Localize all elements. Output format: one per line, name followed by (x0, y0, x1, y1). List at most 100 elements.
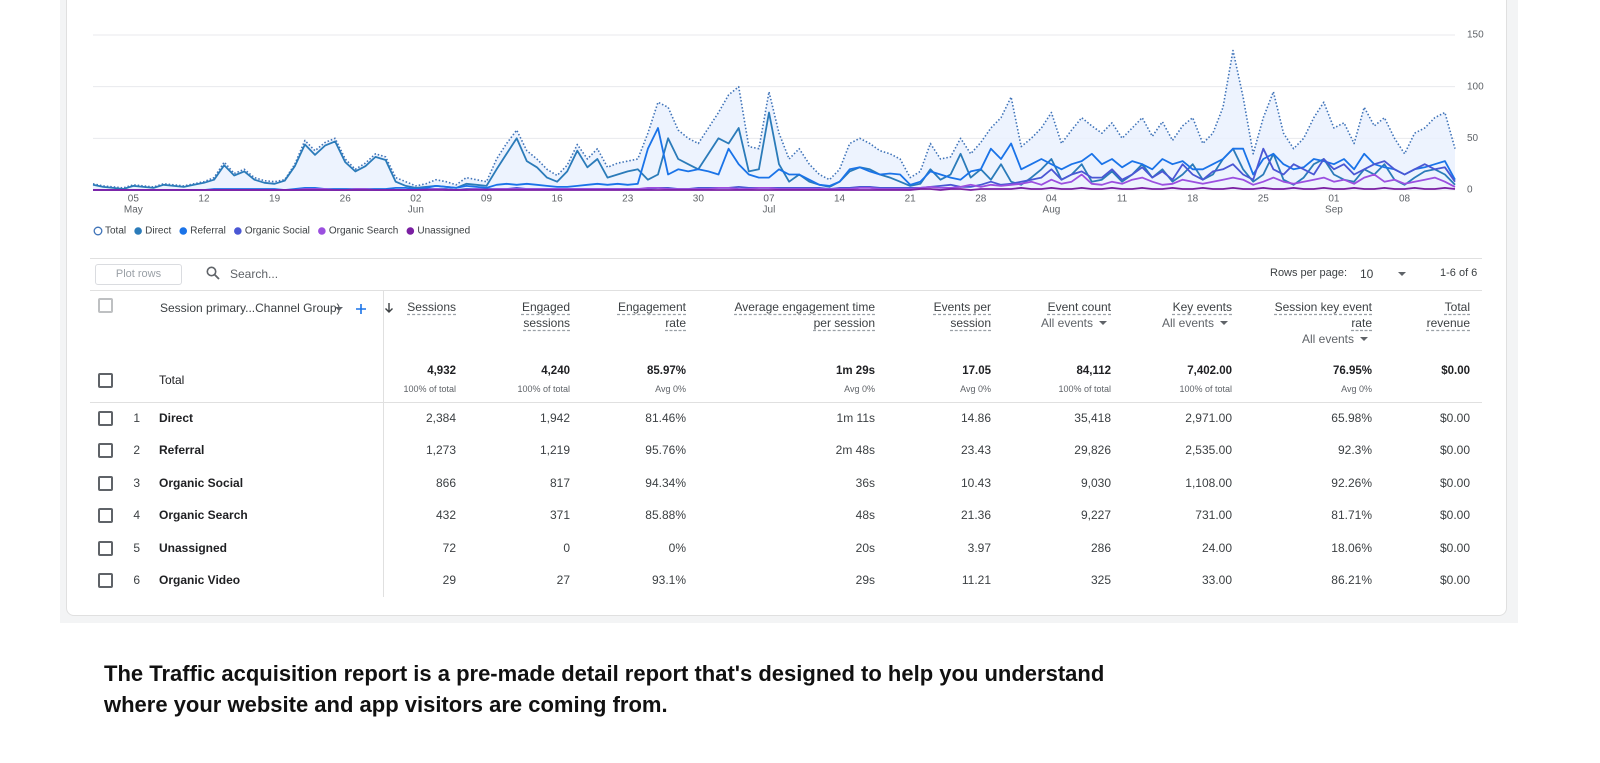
checkbox[interactable] (98, 298, 113, 313)
rows-per-page-select[interactable]: 10 (1360, 267, 1374, 281)
total-label: Total (159, 373, 185, 387)
row-rank: 1 (133, 411, 140, 425)
row-rank: 5 (133, 540, 140, 555)
row-divider (90, 402, 1482, 403)
report-card (66, 0, 1507, 616)
legend-marker (318, 227, 326, 235)
x-tick-label: 18 (1187, 194, 1199, 205)
row-channel[interactable]: Referral (159, 443, 205, 458)
legend-marker (93, 226, 103, 236)
add-dimension[interactable] (355, 302, 367, 314)
column-metric-select[interactable]: All events (1272, 331, 1372, 347)
column-metric-select[interactable]: All events (1142, 315, 1232, 331)
y-tick-label: 150 (1467, 30, 1484, 41)
dimension-dropdown[interactable] (335, 307, 343, 311)
cell-value: 65.98% (1331, 411, 1372, 425)
rows-per-page-dropdown[interactable] (1398, 272, 1406, 276)
column-label[interactable]: Sessions (407, 300, 456, 314)
dimension-header[interactable]: Session primary...Channel Group) (160, 301, 341, 315)
row-channel[interactable]: Unassigned (159, 540, 228, 555)
row-channel[interactable]: Direct (159, 411, 194, 425)
x-tick-label: 16 (552, 194, 564, 205)
x-tick-label: 25 (1258, 194, 1270, 205)
total-value: 17.05 (962, 365, 991, 377)
x-tick-label: 08 (1399, 194, 1411, 205)
checkbox[interactable] (98, 411, 113, 426)
legend-label: Direct (145, 226, 171, 237)
column-label[interactable]: Events per session (933, 300, 991, 330)
dimension-divider (383, 290, 384, 597)
y-tick-label: 50 (1467, 133, 1479, 144)
column-header[interactable]: Engagement rate (606, 299, 686, 331)
column-label[interactable]: Event count (1047, 300, 1111, 314)
column-header[interactable]: Total revenue (1425, 299, 1470, 331)
column-header[interactable]: Events per session (931, 299, 991, 331)
cell-value: 29,826 (1074, 443, 1111, 458)
total-note: 100% of total (517, 384, 570, 394)
row-channel[interactable]: Organic Video (159, 573, 241, 587)
cell-value: 2,971.00 (1185, 411, 1232, 425)
plot-rows-button[interactable]: Plot rows (95, 264, 182, 285)
column-metric-select[interactable]: All events (1021, 315, 1111, 331)
y-tick-label: 0 (1467, 185, 1473, 196)
checkbox[interactable] (98, 373, 113, 388)
x-month-label: Aug (1043, 205, 1061, 216)
row-channel[interactable]: Organic Search (159, 508, 248, 523)
x-month-label: May (124, 205, 143, 216)
header-divider (90, 290, 1482, 291)
x-tick-label: 23 (622, 194, 634, 205)
cell-value: 35,418 (1074, 411, 1111, 425)
checkbox[interactable] (98, 573, 113, 588)
column-label[interactable]: Key events (1172, 300, 1232, 314)
column-label[interactable]: Average engagement time per session (734, 300, 875, 330)
cell-value: 92.3% (1337, 443, 1372, 458)
total-note: 100% of total (403, 384, 456, 394)
y-tick-label: 100 (1467, 81, 1484, 92)
row-channel[interactable]: Organic Social (159, 475, 244, 490)
cell-value: 72 (442, 540, 456, 555)
toolbar-divider (90, 258, 1482, 259)
cell-value: 0 (563, 540, 570, 555)
cell-value: 94.34% (645, 475, 686, 490)
cell-value: 23.43 (960, 443, 991, 458)
x-tick-label: 19 (269, 194, 281, 205)
column-header[interactable]: Key events All events (1142, 299, 1232, 331)
legend-label: Unassigned (417, 226, 470, 237)
cell-value: 81.46% (645, 411, 686, 425)
cell-value: $0.00 (1439, 540, 1470, 555)
total-note: 100% of total (1179, 384, 1232, 394)
cell-value: 24.00 (1201, 540, 1232, 555)
cell-value: 86.21% (1331, 573, 1372, 587)
column-label[interactable]: Engagement rate (617, 300, 686, 330)
total-value: 84,112 (1076, 365, 1111, 377)
column-label[interactable]: Engaged sessions (521, 300, 570, 330)
column-header[interactable]: Sessions (386, 299, 456, 315)
search-input[interactable]: Search... (230, 267, 279, 281)
column-label[interactable]: Total revenue (1426, 300, 1470, 330)
checkbox[interactable] (98, 443, 113, 459)
checkbox[interactable] (98, 475, 113, 491)
cell-value: 95.76% (645, 443, 686, 458)
cell-value: 1m 11s (836, 411, 875, 425)
sort-icon (384, 301, 394, 313)
column-header[interactable]: Average engagement time per session (715, 299, 875, 331)
checkbox[interactable] (98, 508, 113, 524)
x-tick-label: 07 (763, 194, 775, 205)
x-tick-label: 12 (198, 194, 210, 205)
column-label[interactable]: Session key event rate (1274, 300, 1372, 330)
cell-value: 33.00 (1201, 573, 1232, 587)
cell-value: 731.00 (1195, 508, 1232, 523)
x-tick-label: 02 (410, 194, 422, 205)
column-header[interactable]: Event count All events (1021, 299, 1111, 331)
cell-value: 11.21 (961, 573, 991, 587)
checkbox[interactable] (98, 540, 113, 556)
x-tick-label: 30 (693, 194, 705, 205)
legend-marker (234, 227, 242, 235)
cell-value: 29 (442, 573, 456, 587)
column-header[interactable]: Session key event rate All events (1272, 299, 1372, 347)
cell-value: 1,219 (539, 443, 570, 458)
column-header[interactable]: Engaged sessions (510, 299, 570, 331)
x-tick-label: 28 (975, 194, 987, 205)
total-note: Avg 0% (655, 384, 686, 394)
